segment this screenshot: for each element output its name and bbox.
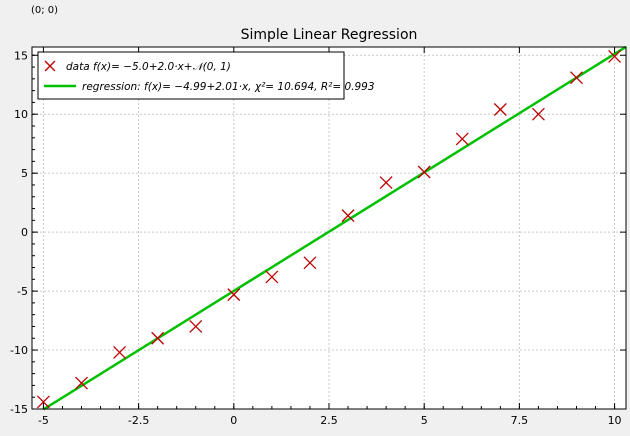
y-tick-label: 10	[14, 108, 28, 121]
chart-title: Simple Linear Regression	[241, 27, 418, 43]
y-tick-label: 5	[21, 167, 28, 180]
x-tick-label: 10	[608, 414, 622, 427]
y-tick-label: 0	[21, 226, 28, 239]
y-tick-label: 15	[14, 49, 28, 62]
y-tick-label: -10	[10, 344, 28, 357]
y-tick-label: -15	[10, 403, 28, 416]
x-tick-label: 7.5	[511, 414, 529, 427]
x-tick-label: 0	[230, 414, 237, 427]
legend-label-regression: regression: f(x)= −4.99+2.01·x, χ²= 10.6…	[82, 81, 375, 93]
x-tick-label: 2.5	[320, 414, 338, 427]
y-tick-label: -5	[17, 285, 28, 298]
x-tick-label: -5	[38, 414, 49, 427]
x-tick-label: 5	[421, 414, 428, 427]
x-tick-label: -2.5	[128, 414, 149, 427]
legend-label-data: data f(x)= −5.0+2.0·x+𝒩(0, 1)	[66, 61, 231, 73]
legend[interactable]: data f(x)= −5.0+2.0·x+𝒩(0, 1) regression…	[38, 52, 375, 99]
